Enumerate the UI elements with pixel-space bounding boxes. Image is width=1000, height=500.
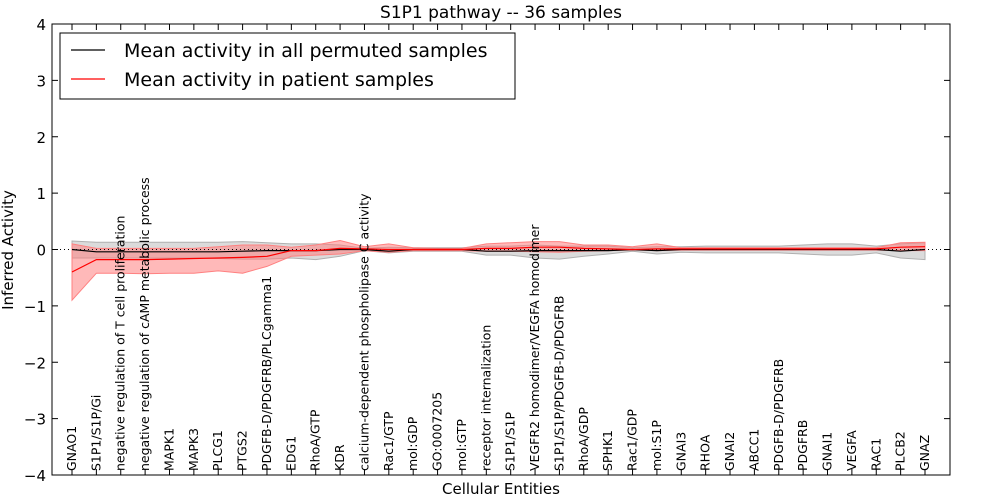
- line-series-1: [71, 246, 926, 273]
- band-series-1: [71, 239, 926, 302]
- legend-box: [59, 32, 516, 100]
- x-tick-label: GNAI2: [722, 432, 737, 471]
- x-tick-label: VEGFA: [844, 430, 859, 471]
- x-tick-label: MAPK3: [186, 428, 201, 471]
- x-tick-label: mol:GDP: [405, 416, 420, 471]
- y-tick-label: −4: [24, 467, 46, 485]
- x-tick-label: RhoA/GDP: [576, 407, 591, 471]
- x-tick-label: KDR: [332, 444, 347, 471]
- y-axis: −4 −3 −2 −1 0 1 2 3 4: [24, 16, 950, 485]
- x-tick-label: calcium-dependent phospholipase C activi…: [356, 193, 371, 471]
- x-tick-label: RhoA/GTP: [308, 409, 323, 471]
- x-tick-label: SPHK1: [600, 430, 615, 471]
- x-tick-label: PDGFB-D/PDGFRB: [771, 359, 786, 471]
- x-tick-label: S1P1/S1P: [503, 412, 518, 471]
- x-tick-label: GNAZ: [917, 435, 932, 471]
- x-tick-label: GNAO1: [64, 426, 79, 471]
- x-tick-label: ABCC1: [746, 429, 761, 471]
- y-tick-label: 4: [36, 16, 46, 34]
- y-tick-label: −2: [24, 354, 46, 372]
- y-tick-label: 0: [36, 242, 46, 260]
- legend: Mean activity in all permuted samples Me…: [59, 32, 516, 100]
- x-tick-label: VEGFR2 homodimer/VEGFA homodimer: [527, 224, 542, 471]
- x-tick-label: PTGS2: [235, 430, 250, 471]
- y-tick-label: −1: [24, 298, 46, 316]
- x-tick-label: GNAI3: [673, 432, 688, 471]
- x-tick-label: S1P1/S1P/Gi: [88, 395, 103, 471]
- x-tick-label: EDG1: [283, 436, 298, 471]
- x-tick-label: RHOA: [698, 434, 713, 471]
- chart-title: S1P1 pathway -- 36 samples: [380, 3, 622, 23]
- x-tick-label: receptor internalization: [478, 325, 493, 471]
- x-tick-label: GNAI1: [820, 432, 835, 471]
- x-tick-label: GO:0007205: [430, 392, 445, 471]
- x-tick-label: Rac1/GDP: [625, 409, 640, 471]
- x-tick-label: MAPK1: [161, 428, 176, 471]
- x-tick-label: Rac1/GTP: [381, 411, 396, 471]
- y-tick-label: 1: [36, 185, 46, 203]
- y-tick-label: 2: [36, 129, 46, 147]
- y-axis-label: Inferred Activity: [0, 190, 17, 310]
- x-tick-label: PDGFB-D/PDGFRB/PLCgamma1: [259, 276, 274, 471]
- x-tick-label: PLCB2: [893, 431, 908, 471]
- x-tick-label: negative regulation of T cell proliferat…: [113, 216, 128, 471]
- y-tick-label: 3: [36, 72, 46, 90]
- x-axis: GNAO1 S1P1/S1P/Gi negative regulation of T…: [64, 24, 932, 475]
- x-tick-label: mol:S1P: [649, 420, 664, 471]
- legend-label-permuted: Mean activity in all permuted samples: [124, 40, 487, 62]
- series-lines: [71, 246, 926, 273]
- x-tick-label: PLCG1: [210, 430, 225, 471]
- legend-label-patient: Mean activity in patient samples: [124, 69, 434, 91]
- x-tick-label: negative regulation of cAMP metabolic pr…: [137, 177, 152, 471]
- x-tick-label: PDGFRB: [795, 420, 810, 471]
- x-tick-label: mol:GTP: [454, 419, 469, 471]
- y-tick-label: −3: [24, 411, 46, 429]
- x-axis-label: Cellular Entities: [442, 480, 560, 498]
- x-tick-label: RAC1: [868, 438, 883, 471]
- x-tick-label: S1P1/S1P/PDGFB-D/PDGFRB: [551, 296, 566, 472]
